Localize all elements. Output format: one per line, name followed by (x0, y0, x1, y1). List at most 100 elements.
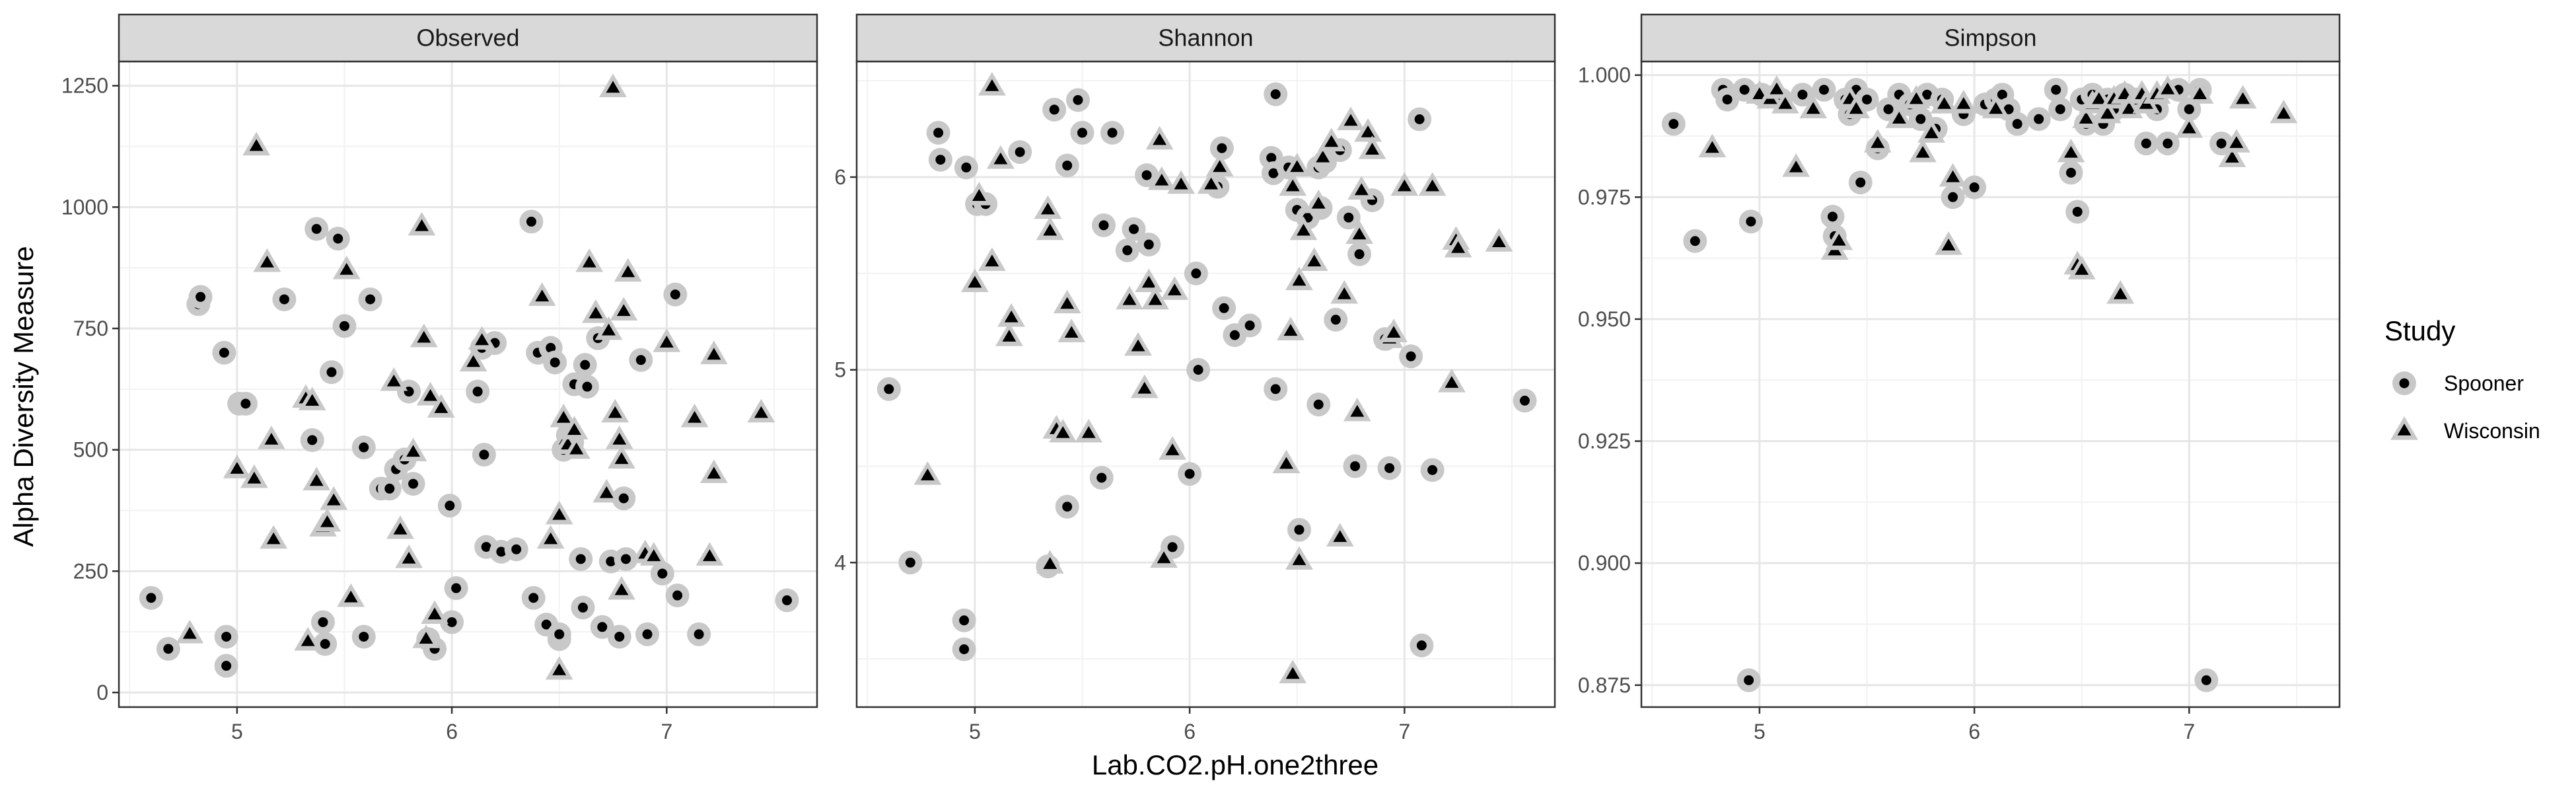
series-wisconsin (913, 71, 1513, 684)
data-point-spooner (1209, 136, 1234, 161)
y-tick-label: 0.875 (1578, 673, 1631, 697)
data-point-wisconsin (1771, 89, 1799, 114)
data-point-spooner (1738, 209, 1763, 234)
data-point-wisconsin (592, 478, 621, 503)
data-point-spooner (635, 622, 660, 646)
data-point-wisconsin (550, 403, 578, 428)
data-point-spooner (1715, 87, 1740, 112)
data-point-wisconsin (1354, 118, 1382, 142)
data-point-wisconsin (1799, 94, 1828, 119)
data-point-wisconsin (1842, 94, 1871, 119)
data-point-spooner (1683, 229, 1707, 253)
data-point-spooner (2044, 77, 2068, 102)
data-point-spooner (1070, 120, 1094, 145)
data-point-wisconsin (913, 461, 942, 485)
data-point-spooner (1238, 313, 1262, 338)
data-point-spooner (310, 610, 335, 634)
data-point-wisconsin (2270, 99, 2298, 124)
y-tick-label: 0.900 (1578, 551, 1631, 575)
data-point-wisconsin (978, 247, 1006, 271)
data-point-wisconsin (2072, 104, 2100, 128)
data-point-spooner (332, 314, 357, 338)
data-point-wisconsin (253, 248, 281, 272)
data-point-wisconsin (416, 381, 445, 406)
data-point-wisconsin (223, 455, 251, 478)
legend-label: Wisconsin (2444, 419, 2540, 443)
data-point-spooner (1324, 307, 1348, 332)
x-tick-label: 7 (1398, 720, 1410, 743)
data-point-wisconsin (1130, 374, 1159, 398)
data-point-wisconsin (1279, 660, 1307, 684)
data-point-wisconsin (2093, 99, 2122, 124)
data-point-wisconsin (242, 132, 271, 156)
data-point-spooner (351, 435, 376, 459)
data-point-spooner (1287, 517, 1311, 542)
data-point-wisconsin (1161, 276, 1189, 300)
data-point-spooner (650, 561, 674, 585)
data-point-spooner (575, 375, 600, 399)
data-point-spooner (1661, 112, 1686, 136)
data-point-spooner (2059, 161, 2083, 185)
data-point-wisconsin (1197, 170, 1225, 194)
data-point-wisconsin (298, 387, 326, 410)
data-point-wisconsin (1885, 104, 1914, 128)
panel-background (1641, 61, 2340, 707)
data-point-spooner (1065, 88, 1090, 112)
data-point-spooner (1736, 668, 1761, 693)
data-point-spooner (472, 443, 496, 467)
data-point-wisconsin (1285, 266, 1313, 291)
data-point-spooner (1848, 170, 1873, 195)
data-point-wisconsin (258, 425, 285, 449)
data-point-spooner (1377, 456, 1402, 480)
data-point-wisconsin (608, 576, 635, 600)
data-point-wisconsin (1305, 189, 1333, 213)
legend-items: Spooner Wisconsin (2390, 371, 2540, 443)
data-point-wisconsin (421, 600, 448, 624)
data-point-spooner (614, 547, 638, 571)
data-point-wisconsin (528, 282, 556, 306)
data-point-wisconsin (1330, 280, 1359, 304)
data-point-wisconsin (1358, 135, 1386, 159)
data-point-spooner (401, 472, 425, 496)
data-point-wisconsin (395, 544, 423, 568)
legend-label: Spooner (2444, 371, 2524, 395)
data-point-spooner (665, 584, 690, 608)
data-point-wisconsin (2186, 80, 2214, 104)
data-point-spooner (444, 576, 468, 601)
series-wisconsin (1698, 75, 2298, 304)
data-point-spooner (1055, 494, 1079, 519)
data-point-spooner (1264, 377, 1288, 401)
data-point-spooner (212, 340, 236, 365)
data-point-spooner (573, 353, 597, 377)
data-point-spooner (1264, 82, 1288, 106)
y-tick-label: 1.000 (1578, 63, 1631, 87)
data-point-wisconsin (1034, 195, 1062, 219)
data-point-spooner (358, 287, 382, 311)
data-point-spooner (1184, 261, 1208, 285)
data-point-spooner (1089, 465, 1114, 490)
data-point-spooner (629, 348, 653, 372)
y-tick-label: 500 (73, 438, 108, 462)
data-point-spooner (214, 654, 238, 678)
data-point-wisconsin (1159, 436, 1186, 460)
panel-observed: Observed 0 250 500 750 1000 1250 5 6 7 (61, 13, 818, 743)
data-point-wisconsin (1317, 128, 1345, 152)
data-point-wisconsin (1300, 247, 1328, 271)
data-point-wisconsin (1345, 220, 1373, 245)
data-point-wisconsin (1347, 176, 1376, 200)
data-point-wisconsin (1390, 172, 1419, 196)
data-point-spooner (1042, 97, 1067, 122)
data-point-wisconsin (240, 464, 268, 488)
x-axis-title: Lab.CO2.pH.one2three (1092, 749, 1378, 780)
data-point-spooner (663, 282, 688, 307)
data-point-wisconsin (1698, 133, 1727, 158)
facet-strip-label: Simpson (1944, 24, 2036, 52)
facet-strip (118, 13, 818, 63)
data-point-wisconsin (2153, 75, 2182, 99)
data-point-spooner (1812, 77, 1836, 102)
data-point-wisconsin (176, 619, 204, 644)
data-point-spooner (2005, 112, 2030, 136)
data-point-wisconsin (960, 268, 989, 293)
data-point-spooner (775, 588, 799, 613)
data-point-spooner (1410, 633, 1434, 658)
